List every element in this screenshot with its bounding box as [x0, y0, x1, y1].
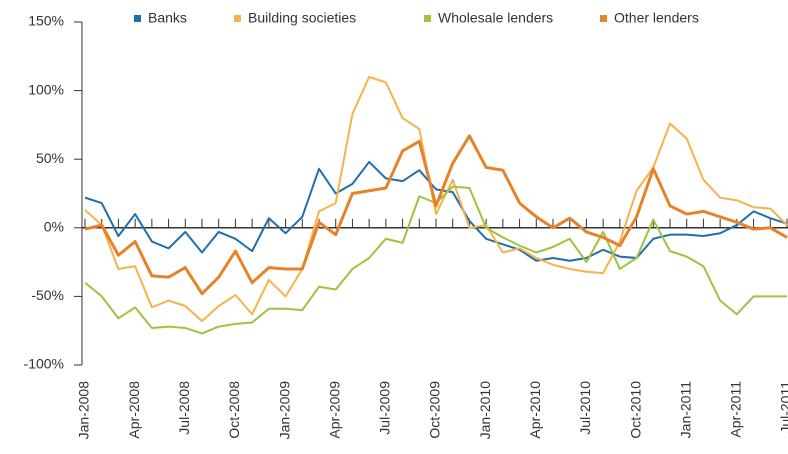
- y-tick-label: 150%: [28, 13, 64, 29]
- x-tick-label: Jul-2008: [176, 381, 192, 435]
- legend-swatch: [600, 15, 607, 22]
- y-tick-label: 100%: [28, 81, 64, 97]
- y-tick-label: -100%: [24, 356, 64, 372]
- x-tick-label: Jul-2010: [577, 381, 593, 435]
- legend-swatch: [424, 15, 431, 22]
- y-tick-label: -50%: [31, 287, 64, 303]
- x-tick-label: Jan-2011: [677, 381, 693, 439]
- x-tick-label: Oct-2008: [226, 381, 242, 439]
- x-tick-label: Jan-2010: [477, 381, 493, 440]
- x-tick-label: Apr-2010: [527, 381, 543, 439]
- legend-label: Building societies: [248, 10, 356, 26]
- x-tick-label: Oct-2010: [627, 381, 643, 439]
- x-tick-label: Oct-2009: [427, 381, 443, 439]
- legend-swatch: [234, 15, 241, 22]
- x-tick-label: Jan-2009: [276, 381, 292, 440]
- legend-label: Other lenders: [614, 10, 699, 26]
- legend-swatch: [134, 15, 141, 22]
- x-tick-label: Apr-2011: [728, 381, 744, 438]
- series-line: [84, 134, 788, 296]
- x-tick-label: Apr-2009: [326, 381, 342, 439]
- x-tick-label: Jul-2011: [778, 381, 788, 434]
- series-line: [84, 75, 788, 323]
- series-line: [84, 160, 788, 262]
- legend-label: Banks: [148, 10, 187, 26]
- legend-label: Wholesale lenders: [438, 10, 553, 26]
- x-tick-label: Jul-2009: [377, 381, 393, 435]
- x-tick-label: Apr-2008: [126, 381, 142, 439]
- y-tick-label: 0%: [44, 219, 64, 235]
- y-tick-label: 50%: [36, 150, 64, 166]
- x-tick-label: Jan-2008: [76, 381, 92, 440]
